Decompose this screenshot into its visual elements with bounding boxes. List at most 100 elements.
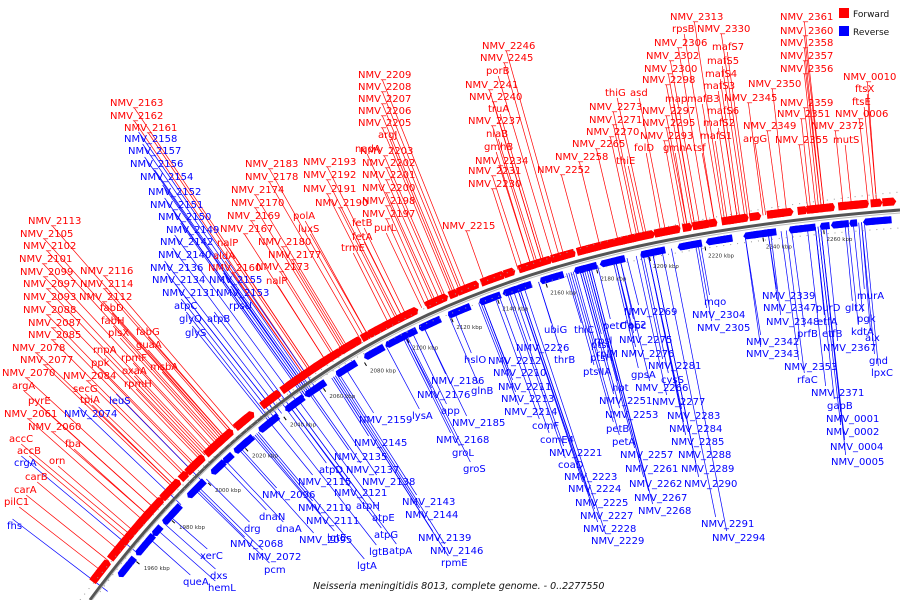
gene-label[interactable]: NMV_2215 [442,221,495,232]
gene-label[interactable]: NMV_2355 [775,135,828,146]
gene-label[interactable]: NMV_2101 [19,254,72,265]
gene-label[interactable]: NMV_2190 [315,198,368,209]
gene-label[interactable]: NMV_2371 [811,388,864,399]
gene-label[interactable]: comE4 [540,435,574,446]
forward-gene-feature[interactable] [447,288,459,300]
gene-label[interactable]: NMV_2343 [746,349,799,360]
gene-label[interactable]: NMV_2293 [640,131,693,142]
gene-label[interactable]: NMV_0002 [826,427,879,438]
gene-label[interactable]: atpC [174,301,197,312]
reverse-gene-feature[interactable] [405,326,419,338]
forward-gene-feature[interactable] [433,293,449,306]
gene-label[interactable]: NMV_2302 [646,51,699,62]
gene-label[interactable]: NMV_2150 [158,212,211,223]
gene-label[interactable]: rfaE2 [620,320,646,331]
forward-gene-feature[interactable] [124,527,138,540]
gene-label[interactable]: NMV_2257 [620,450,673,461]
gene-label[interactable]: NMV_2330 [697,24,750,35]
gene-label[interactable]: NMV_2348 [766,317,819,328]
gene-label[interactable]: NMV_2112 [79,292,132,303]
gene-label[interactable]: NMV_2305 [697,323,750,334]
gene-label[interactable]: folD [634,143,654,154]
gene-label[interactable]: NMV_2154 [140,172,193,183]
gene-label[interactable]: drg [244,524,261,535]
gene-label[interactable]: petC [603,321,626,332]
gene-label[interactable]: rfaC [797,375,818,386]
gene-label[interactable]: NMV_2265 [572,139,625,150]
gene-label[interactable]: NMV_2145 [354,438,407,449]
gene-label[interactable]: NMV_2230 [468,179,521,190]
gene-label[interactable]: NMV_2203 [360,146,413,157]
gene-label[interactable]: NMV_2163 [110,98,163,109]
gene-label[interactable]: NMV_2241 [465,80,518,91]
gene-label[interactable]: NMV_2361 [780,12,833,23]
forward-gene-feature[interactable] [100,559,111,570]
gene-label[interactable]: NMV_2285 [671,437,724,448]
gene-label[interactable]: atpH [356,501,380,512]
forward-gene-feature[interactable] [779,207,794,218]
gene-label[interactable]: NMV_2200 [362,183,415,194]
gene-label[interactable]: NMV_2351 [777,109,830,120]
gene-label[interactable]: NMV_2262 [629,479,682,490]
gene-label[interactable]: NMV_2246 [482,41,535,52]
gene-label[interactable]: msbA [150,362,178,373]
gene-label[interactable]: NMV_2276 [621,349,674,360]
gene-label[interactable]: NMV_2070 [2,368,55,379]
gene-label[interactable]: etfB [822,329,843,340]
gene-label[interactable]: NMV_2135 [334,452,387,463]
gene-label[interactable]: NMV_2068 [230,539,283,550]
forward-gene-feature[interactable] [359,331,371,343]
gene-label[interactable]: kdtA [851,327,874,338]
gene-label[interactable]: NMV_2347 [763,303,816,314]
gene-label[interactable]: mafB3 [687,94,720,105]
gene-label[interactable]: gmhA [663,143,692,154]
gene-label[interactable]: rpmH [124,379,152,390]
gene-label[interactable]: mafS1 [700,131,732,142]
gene-label[interactable]: lgtB [369,547,389,558]
gene-label[interactable]: gnd [869,356,888,367]
gene-label[interactable]: NMV_2157 [128,146,181,157]
gene-label[interactable]: NMV_2295 [642,118,695,129]
gene-label[interactable]: purD [816,303,841,314]
gene-label[interactable]: NMV_2345 [724,93,777,104]
reverse-gene-feature[interactable] [722,234,734,243]
gene-label[interactable]: nalP [217,238,238,249]
forward-gene-feature[interactable] [494,271,505,282]
reverse-gene-feature[interactable] [849,219,858,227]
gene-label[interactable]: rplM [596,349,618,360]
reverse-gene-feature[interactable] [550,271,565,281]
gene-label[interactable]: NMV_2237 [468,116,521,127]
gene-label[interactable]: NMV_2085 [28,330,81,341]
gene-label[interactable]: polA [293,211,315,222]
gene-label[interactable]: thiG [605,88,626,99]
gene-label[interactable]: NMV_2273 [589,102,642,113]
forward-gene-feature[interactable] [858,199,869,209]
gene-label[interactable]: NMV_2144 [405,510,458,521]
gene-label[interactable]: NMV_2160 [208,263,261,274]
gene-label[interactable]: gltX [845,303,865,314]
reverse-gene-feature[interactable] [127,555,138,565]
gene-label[interactable]: atpD [319,465,343,476]
gene-label[interactable]: nalP [266,276,287,287]
gene-label[interactable]: map [665,94,687,105]
reverse-gene-feature[interactable] [693,239,703,248]
gene-label[interactable]: fabH [101,316,125,327]
reverse-gene-feature[interactable] [242,433,256,447]
reverse-gene-feature[interactable] [819,222,831,230]
gene-label[interactable]: NMV_2084 [63,371,116,382]
gene-label[interactable]: app [441,406,460,417]
gene-label[interactable]: pgk [857,314,876,325]
gene-label[interactable]: NMV_2151 [150,200,203,211]
forward-gene-feature[interactable] [566,248,576,259]
gene-label[interactable]: groS [463,464,486,475]
gene-label[interactable]: NMV_2304 [692,310,745,321]
gene-label[interactable]: NMV_2099 [20,267,73,278]
gene-label[interactable]: NMV_2208 [358,82,411,93]
gene-label[interactable]: NMV_2192 [303,170,356,181]
gene-label[interactable]: NMV_2269 [624,307,677,318]
gene-label[interactable]: NMV_2198 [362,196,415,207]
gene-label[interactable]: atpG [374,530,398,541]
reverse-gene-feature[interactable] [762,228,777,237]
gene-label[interactable]: NMV_2176 [417,390,470,401]
reverse-gene-feature[interactable] [222,451,235,464]
